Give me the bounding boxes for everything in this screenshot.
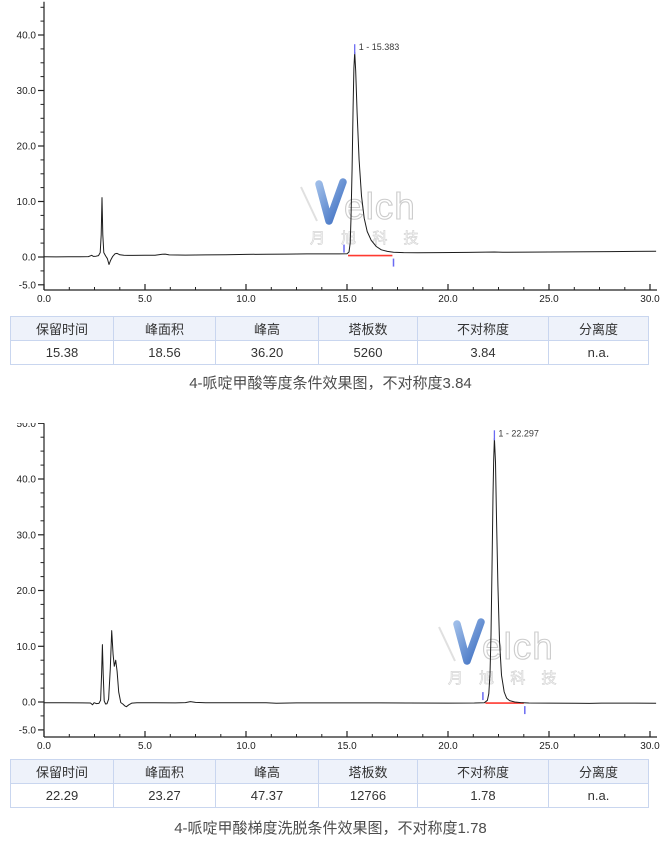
cell-peak-area: 23.27 — [113, 783, 216, 808]
cell-plate-count: 5260 — [318, 340, 418, 365]
header-peak-height: 峰高 — [215, 759, 319, 784]
table-row: 22.29 23.27 47.37 12766 1.78 n.a. — [10, 783, 649, 808]
svg-text:20.0: 20.0 — [17, 142, 37, 153]
svg-text:30.0: 30.0 — [17, 530, 37, 541]
chromatogram-isocratic: 40.0 30.0 20.0 10.0 0.0 -5.0 0.0 5.0 10.0 15.0 20.… — [0, 0, 661, 312]
cell-plate-count: 12766 — [318, 783, 418, 808]
peak-label: 1 - 15.383 — [359, 42, 400, 52]
svg-text:25.0: 25.0 — [539, 294, 559, 305]
header-asymmetry: 不对称度 — [417, 759, 549, 784]
svg-text:15.0: 15.0 — [337, 294, 357, 305]
cell-asymmetry: 1.78 — [417, 783, 549, 808]
header-peak-area: 峰面积 — [113, 759, 216, 784]
axes: 50.040.030.020.010.00.0-5.00.0 5.0 10.0 15.… — [17, 423, 660, 752]
svg-text:0.0: 0.0 — [37, 741, 51, 752]
figure-caption-gradient: 4-哌啶甲酸梯度洗脱条件效果图，不对称度1.78 — [174, 820, 487, 837]
svg-text:-5.0: -5.0 — [19, 725, 37, 736]
svg-text:10.0: 10.0 — [17, 197, 37, 208]
header-peak-area: 峰面积 — [113, 316, 216, 341]
svg-text:50.0: 50.0 — [17, 423, 37, 430]
svg-text:0.0: 0.0 — [37, 294, 51, 305]
svg-text:40.0: 40.0 — [17, 475, 37, 486]
svg-text:5.0: 5.0 — [138, 294, 152, 305]
svg-text:20.0: 20.0 — [438, 294, 458, 305]
header-retention-time: 保留时间 — [10, 316, 114, 341]
header-plate-count: 塔板数 — [318, 759, 418, 784]
cell-peak-area: 18.56 — [113, 340, 216, 365]
peak-results-table-gradient: 保留时间 峰面积 峰高 塔板数 不对称度 分离度 22.29 23.27 47.… — [10, 759, 649, 808]
axes: 40.030.020.010.00.0-5.00.0 5.0 10.0 15.0 20.… — [17, 1, 660, 305]
cell-peak-height: 36.20 — [215, 340, 319, 365]
svg-text:5.0: 5.0 — [138, 741, 152, 752]
integration-marks — [343, 244, 395, 267]
chromatogram-gradient: 50.0 40.0 30.0 20.0 10.0 0.0 -5.0 0.0 5.0 10.0 15.… — [0, 423, 661, 753]
table-row: 15.38 18.56 36.20 5260 3.84 n.a. — [10, 340, 649, 365]
svg-text:0.0: 0.0 — [22, 698, 36, 709]
svg-text:10.0: 10.0 — [17, 642, 37, 653]
svg-text:15.0: 15.0 — [337, 741, 357, 752]
svg-text:30.0: 30.0 — [640, 741, 660, 752]
svg-text:30.0: 30.0 — [640, 294, 660, 305]
header-resolution: 分离度 — [548, 316, 649, 341]
header-resolution: 分离度 — [548, 759, 649, 784]
cell-retention-time: 22.29 — [10, 783, 114, 808]
svg-text:10.0: 10.0 — [236, 294, 256, 305]
svg-text:20.0: 20.0 — [438, 741, 458, 752]
cell-asymmetry: 3.84 — [417, 340, 549, 365]
cell-resolution: n.a. — [548, 340, 649, 365]
svg-text:20.0: 20.0 — [17, 586, 37, 597]
signal-trace — [43, 437, 657, 708]
svg-text:30.0: 30.0 — [17, 86, 37, 97]
cell-retention-time: 15.38 — [10, 340, 114, 365]
peak-label: 1 - 22.297 — [498, 428, 539, 438]
integration-marks — [482, 692, 526, 715]
svg-text:10.0: 10.0 — [236, 741, 256, 752]
header-retention-time: 保留时间 — [10, 759, 114, 784]
svg-text:25.0: 25.0 — [539, 741, 559, 752]
header-plate-count: 塔板数 — [318, 316, 418, 341]
chromatogram-plot-gradient: 50.040.030.020.010.00.0-5.00.0 5.0 10.0 15.… — [17, 423, 660, 752]
figure-caption-isocratic: 4-哌啶甲酸等度条件效果图，不对称度3.84 — [189, 375, 472, 392]
peak-results-table-isocratic: 保留时间 峰面积 峰高 塔板数 不对称度 分离度 15.38 18.56 36.… — [10, 316, 649, 365]
header-asymmetry: 不对称度 — [417, 316, 549, 341]
chromatogram-plot-isocratic: 40.030.020.010.00.0-5.00.0 5.0 10.0 15.0 20.… — [17, 1, 660, 305]
cell-peak-height: 47.37 — [215, 783, 319, 808]
svg-text:40.0: 40.0 — [17, 31, 37, 42]
svg-text:0.0: 0.0 — [22, 253, 36, 264]
table-header-row: 保留时间 峰面积 峰高 塔板数 不对称度 分离度 — [10, 316, 649, 341]
signal-trace — [43, 51, 657, 265]
cell-resolution: n.a. — [548, 783, 649, 808]
header-peak-height: 峰高 — [215, 316, 319, 341]
table-header-row: 保留时间 峰面积 峰高 塔板数 不对称度 分离度 — [10, 759, 649, 784]
svg-text:-5.0: -5.0 — [19, 280, 37, 291]
